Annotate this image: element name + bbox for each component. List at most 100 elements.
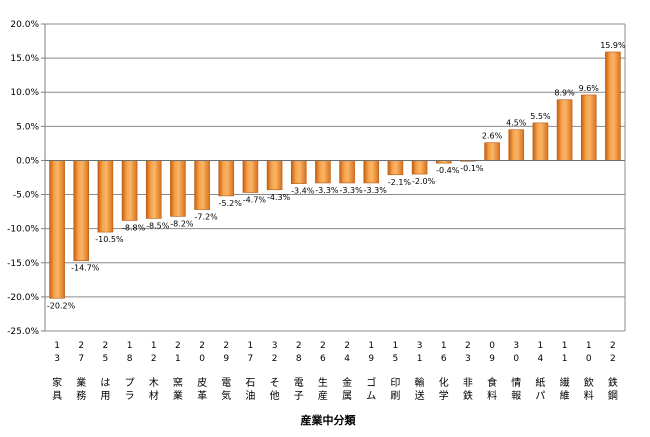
category-name-char: 属	[342, 390, 352, 402]
category-code-digit: 8	[296, 354, 302, 364]
bar	[145, 160, 162, 219]
category-code-digit: 2	[151, 354, 157, 364]
data-label: -8.5%	[146, 221, 170, 230]
y-tick-label: -5.0%	[13, 191, 40, 201]
category-code-digit: 3	[513, 341, 519, 351]
category-code-digit: 9	[489, 354, 495, 364]
y-tick-label: -15.0%	[7, 259, 39, 269]
bar	[73, 160, 90, 262]
category-name-char: 送	[415, 389, 425, 402]
category-code-digit: 2	[465, 341, 471, 351]
data-label: 9.6%	[579, 84, 600, 93]
data-label: 4.5%	[506, 119, 527, 128]
category-name-char: 木	[149, 377, 159, 389]
category-name-char: 業	[76, 376, 86, 389]
category-name-char: 生	[318, 376, 328, 389]
category-code-digit: 3	[465, 354, 471, 364]
category-name-char: 具	[52, 390, 62, 402]
bar	[580, 94, 597, 161]
category-code-digit: 2	[175, 341, 181, 351]
bar	[387, 160, 404, 176]
category-code-digit: 4	[344, 354, 350, 364]
bar	[97, 160, 114, 233]
category-code-digit: 2	[610, 341, 616, 351]
category-name-char: 皮	[197, 376, 207, 389]
category-code-digit: 1	[562, 341, 568, 351]
category-name-char: 情	[511, 376, 521, 389]
data-label: 15.9%	[600, 41, 626, 50]
category-name-char: 刷	[390, 390, 400, 402]
category-name-char: 金	[342, 376, 352, 389]
category-name-char: 革	[197, 389, 207, 402]
data-label: -3.3%	[315, 186, 339, 195]
data-label: 5.5%	[530, 112, 551, 121]
category-code-digit: 1	[127, 341, 133, 351]
category-name-char: は	[100, 377, 110, 389]
data-label: -20.2%	[47, 301, 76, 310]
category-name-char: 気	[221, 389, 231, 402]
data-label: -8.8%	[122, 223, 146, 232]
category-name-char: 電	[221, 377, 231, 389]
category-name-char: 電	[294, 377, 304, 389]
category-name-char: 化	[439, 376, 449, 389]
bar	[532, 122, 549, 161]
category-name-char: 窯	[173, 376, 183, 389]
category-name-char: 家	[52, 376, 62, 389]
data-label: -2.1%	[388, 178, 412, 187]
bar	[218, 160, 235, 197]
data-label: -0.4%	[436, 166, 460, 175]
category-name-char: 料	[487, 389, 497, 402]
category-name-char: 非	[463, 377, 473, 389]
bar	[194, 160, 210, 210]
category-code-digit: 6	[441, 354, 447, 364]
category-code-digit: 0	[199, 354, 205, 364]
category-name-char: 輸	[415, 376, 425, 389]
bar	[411, 160, 428, 175]
category-name-char: 石	[245, 378, 255, 389]
data-label: -3.4%	[291, 187, 315, 196]
y-tick-label: -10.0%	[7, 225, 39, 235]
bars	[49, 51, 621, 299]
category-code-digit: 2	[78, 341, 84, 351]
category-name-char: 子	[294, 390, 304, 402]
category-name-char: 飲	[584, 376, 594, 389]
data-label: -4.3%	[267, 193, 291, 202]
category-name-char: 用	[100, 391, 110, 402]
category-code-digit: 7	[248, 354, 254, 364]
y-tick-label: 15.0%	[10, 54, 39, 64]
data-label: -10.5%	[95, 235, 124, 244]
category-labels: 13家具27業務25は用18プラ12木材21窯業20皮革29電気17石油32そ他…	[52, 341, 618, 402]
category-code-digit: 2	[223, 341, 229, 351]
category-code-digit: 2	[610, 354, 616, 364]
category-code-digit: 2	[103, 341, 109, 351]
category-code-digit: 1	[248, 341, 254, 351]
data-label: -14.7%	[71, 264, 100, 273]
y-tick-label: 0.0%	[16, 156, 39, 166]
bar	[290, 160, 307, 184]
axes: 20.0% 15.0% 10.0% 5.0% 0.0% -5.0% -10.0% -15.0%…	[7, 20, 626, 337]
bar	[339, 160, 355, 184]
x-axis-title: 産業中分類	[301, 413, 357, 427]
category-code-digit: 2	[199, 341, 205, 351]
bar	[170, 160, 186, 217]
category-name-char: 材	[149, 389, 159, 402]
category-name-char: 料	[584, 389, 594, 402]
bar	[508, 129, 525, 161]
y-tick-label: 20.0%	[10, 20, 39, 30]
bar	[121, 160, 138, 221]
category-name-char: 報	[511, 390, 521, 402]
data-label: -5.2%	[219, 199, 243, 208]
data-label: 8.9%	[554, 89, 575, 98]
category-code-digit: 1	[54, 341, 60, 351]
category-code-digit: 9	[223, 354, 229, 364]
category-code-digit: 1	[151, 341, 157, 351]
category-code-digit: 1	[538, 341, 544, 351]
bar	[315, 160, 331, 184]
data-label: -7.2%	[194, 213, 218, 222]
data-label: -3.3%	[339, 186, 363, 195]
category-code-digit: 7	[78, 354, 84, 364]
category-code-digit: 4	[538, 354, 544, 364]
y-tick-label: 5.0%	[16, 122, 39, 132]
